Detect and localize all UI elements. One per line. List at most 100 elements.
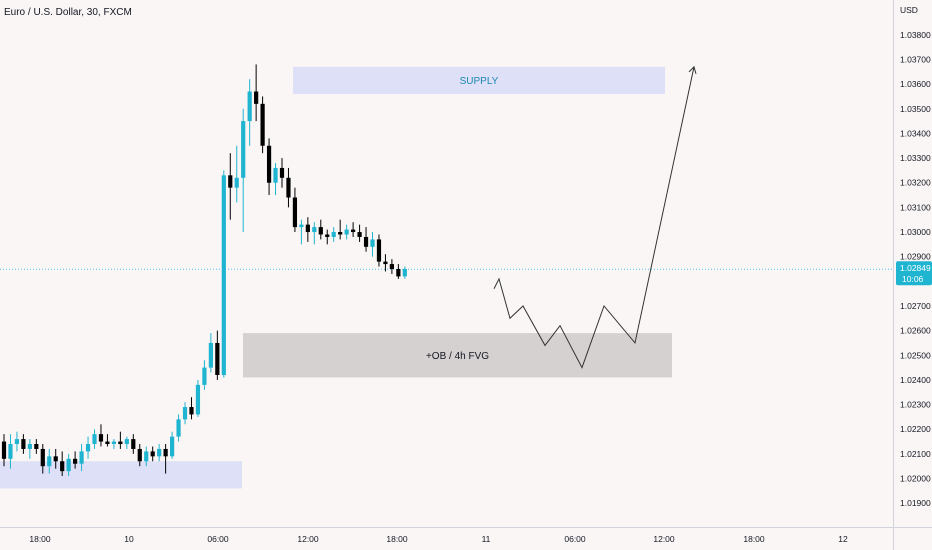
candle[interactable] xyxy=(402,266,407,279)
chart-title: Euro / U.S. Dollar, 30, FXCM xyxy=(4,7,132,18)
candle[interactable] xyxy=(118,431,123,449)
candle[interactable] xyxy=(286,167,291,208)
candle-body xyxy=(163,448,168,457)
candle[interactable] xyxy=(27,439,32,459)
candle[interactable] xyxy=(79,444,84,472)
candle-body xyxy=(221,175,226,375)
candle[interactable] xyxy=(53,448,58,469)
candle[interactable] xyxy=(344,224,349,240)
price-tick-label: 1.03500 xyxy=(900,104,931,114)
candle[interactable] xyxy=(215,330,220,380)
candle[interactable] xyxy=(228,153,233,220)
candle-body xyxy=(286,177,291,198)
candle[interactable] xyxy=(169,431,175,459)
price-tick-label: 1.02700 xyxy=(900,301,931,311)
candle[interactable] xyxy=(389,259,394,274)
candle[interactable] xyxy=(105,434,110,447)
candle[interactable] xyxy=(176,414,181,442)
candle[interactable] xyxy=(8,434,13,469)
candle[interactable] xyxy=(318,219,323,240)
candle[interactable] xyxy=(60,451,65,477)
candles-layer[interactable] xyxy=(1,64,407,477)
candle[interactable] xyxy=(1,434,7,467)
candle-body xyxy=(247,91,252,122)
candle-body xyxy=(60,461,65,472)
candle[interactable] xyxy=(137,444,142,467)
candle[interactable] xyxy=(40,444,45,474)
candle[interactable] xyxy=(34,439,39,454)
candle[interactable] xyxy=(247,79,252,146)
candle-body xyxy=(228,175,233,188)
candle[interactable] xyxy=(254,64,259,122)
candle-body xyxy=(1,441,7,459)
candle[interactable] xyxy=(331,227,336,242)
candle[interactable] xyxy=(383,254,388,272)
candle[interactable] xyxy=(111,439,117,449)
candle[interactable] xyxy=(260,96,265,154)
bar-countdown: 10:06 xyxy=(902,274,924,284)
candle[interactable] xyxy=(195,379,201,417)
candle[interactable] xyxy=(189,397,194,420)
candle[interactable] xyxy=(279,158,285,188)
candle[interactable] xyxy=(202,360,207,390)
time-tick-label: 18:00 xyxy=(386,534,408,544)
candle-body xyxy=(215,342,220,375)
time-axis-bg[interactable] xyxy=(0,528,893,550)
candle[interactable] xyxy=(124,436,129,449)
candle[interactable] xyxy=(351,222,356,237)
last-price-badge xyxy=(896,261,932,286)
candle[interactable] xyxy=(305,217,310,242)
candle-body xyxy=(137,448,142,462)
demand-zone[interactable] xyxy=(243,333,672,378)
candle[interactable] xyxy=(21,434,26,454)
candle[interactable] xyxy=(98,424,104,447)
price-tick-label: 1.01900 xyxy=(900,498,931,508)
candle-body xyxy=(66,458,71,472)
candle[interactable] xyxy=(221,170,226,378)
candle-body xyxy=(73,458,78,464)
candle[interactable] xyxy=(150,446,155,462)
candle-body xyxy=(124,439,129,445)
candle[interactable] xyxy=(376,234,382,267)
supply-zone[interactable] xyxy=(293,66,665,94)
price-tick-label: 1.03800 xyxy=(900,30,931,40)
candle[interactable] xyxy=(85,436,91,459)
candle-body xyxy=(292,197,298,228)
candle[interactable] xyxy=(241,108,246,233)
candle[interactable] xyxy=(273,163,278,196)
lower-demand-zone[interactable] xyxy=(0,461,242,489)
candle[interactable] xyxy=(292,187,298,233)
candle[interactable] xyxy=(92,429,97,449)
candle[interactable] xyxy=(363,227,369,252)
candle[interactable] xyxy=(47,448,52,474)
candle[interactable] xyxy=(14,431,20,452)
candle-body xyxy=(40,448,45,467)
candle[interactable] xyxy=(357,224,362,242)
candle[interactable] xyxy=(163,444,168,474)
demand-zone-label: +OB / 4h FVG xyxy=(426,351,489,362)
candle[interactable] xyxy=(370,232,375,257)
candle[interactable] xyxy=(144,446,149,467)
candle-body xyxy=(8,444,13,459)
candle[interactable] xyxy=(182,402,188,425)
candle-body xyxy=(299,224,304,228)
candle[interactable] xyxy=(325,229,330,245)
candle[interactable] xyxy=(208,333,213,373)
projection-arrowhead xyxy=(688,65,697,75)
candle[interactable] xyxy=(73,451,78,469)
candle[interactable] xyxy=(66,453,71,477)
candle[interactable] xyxy=(234,145,239,203)
candle-body xyxy=(150,451,155,457)
candle[interactable] xyxy=(157,444,162,462)
candle[interactable] xyxy=(338,219,343,240)
candle[interactable] xyxy=(266,138,272,196)
candle-body xyxy=(169,436,175,457)
candle[interactable] xyxy=(299,219,304,245)
price-tick-label: 1.02900 xyxy=(900,252,931,262)
price-tick-label: 1.03400 xyxy=(900,128,931,138)
candle[interactable] xyxy=(396,264,401,279)
candle[interactable] xyxy=(131,434,136,454)
candle[interactable] xyxy=(312,222,317,245)
